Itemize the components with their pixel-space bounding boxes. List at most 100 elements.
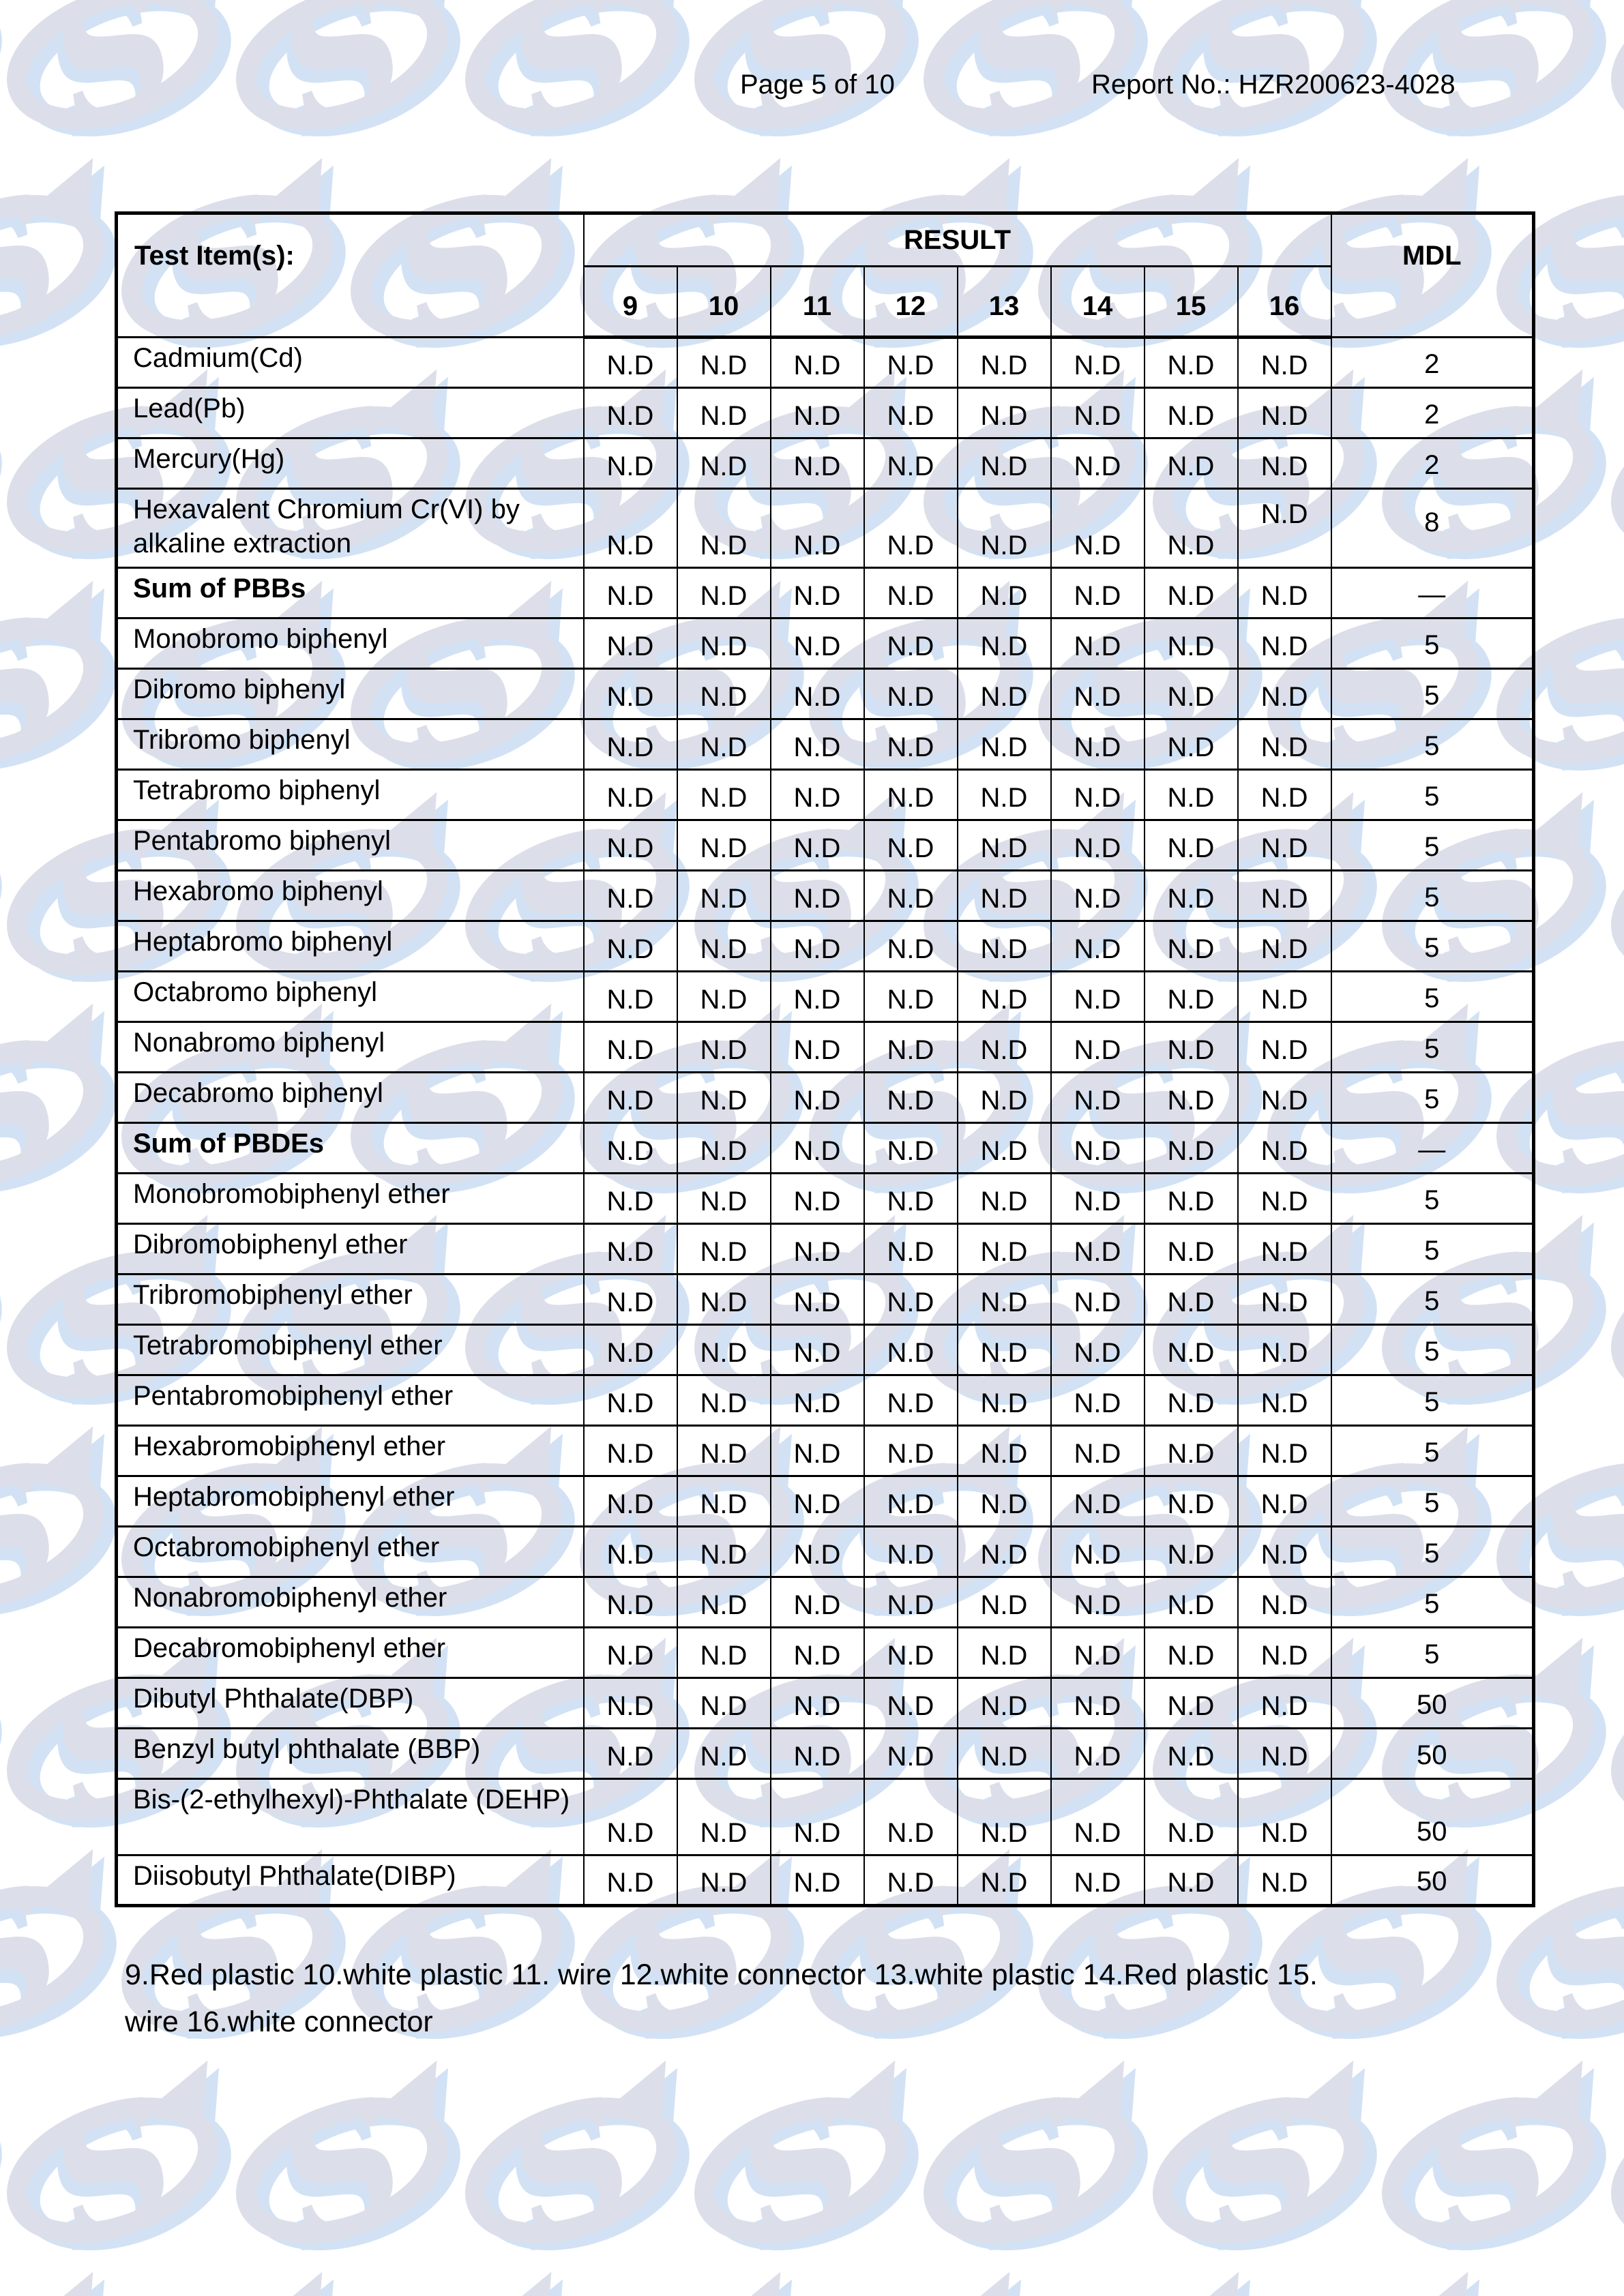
results-table-body: Cadmium(Cd) N.D N.D N.D N.D N.D N.D N.D N.D 2 Lead… [115,336,1535,1907]
footnote-line: wire 16.white connector [125,2005,433,2038]
result-cell: N.D [769,1374,865,1427]
sample-column-header: 12 [863,265,958,339]
mdl-cell: 5 [1330,1021,1535,1073]
result-cell: N.D [1050,970,1145,1023]
result-cell: N.D [1237,1425,1332,1477]
result-cell: N.D [863,819,958,871]
result-cell: N.D [956,1122,1052,1174]
result-cell: N.D [1143,668,1239,720]
table-row: Pentabromobiphenyl ether N.D N.D N.D N.D N.D N… [115,1374,1535,1427]
result-cell: N.D [1237,1273,1332,1326]
result-cell: N.D [769,336,865,389]
result-cell: N.D [956,970,1052,1023]
result-cell: N.D [676,567,771,619]
result-cell: N.D [1050,819,1145,871]
result-cell: N.D [1237,488,1332,569]
result-cell: N.D [1237,668,1332,720]
result-cell: N.D [1237,1677,1332,1729]
result-cell: N.D [1050,437,1145,490]
result-cell: N.D [769,387,865,439]
sample-column-header: 9 [582,265,678,339]
result-cell: N.D [1237,567,1332,619]
result-cell: N.D [1237,1576,1332,1628]
result-cell: N.D [769,1778,865,1856]
result-cell: N.D [863,1727,958,1780]
result-cell: N.D [769,1425,865,1477]
mdl-cell: 2 [1330,437,1535,490]
result-cell: N.D [582,1021,678,1073]
watermark-logo [0,342,46,613]
mdl-cell: 5 [1330,819,1535,871]
result-cell: N.D [1050,1374,1145,1427]
watermark-logo [1590,0,1624,190]
result-cell: N.D [863,387,958,439]
mdl-cell: 5 [1330,1525,1535,1578]
result-cell: N.D [582,1071,678,1124]
sample-column-header: 11 [769,265,865,339]
sample-column-header: 10 [676,265,771,339]
result-cell: N.D [676,1324,771,1376]
result-cell: N.D [676,1677,771,1729]
result-cell: N.D [1143,488,1239,569]
mdl-cell: 5 [1330,1223,1535,1275]
result-cell: N.D [769,1854,865,1907]
result-cell: N.D [676,488,771,569]
result-cell: N.D [863,1071,958,1124]
table-row: Tetrabromo biphenyl N.D N.D N.D N.D N.D N.D N.D… [115,769,1535,821]
result-cell: N.D [1237,336,1332,389]
table-row: Hexabromobiphenyl ether N.D N.D N.D N.D N.D N.… [115,1425,1535,1477]
table-row: Heptabromo biphenyl N.D N.D N.D N.D N.D N.D N.D… [115,920,1535,972]
watermark-logo [0,2033,46,2296]
result-cell: N.D [769,1223,865,1275]
result-cell: N.D [1143,336,1239,389]
result-cell: N.D [956,1576,1052,1628]
result-cell: N.D [956,1021,1052,1073]
result-cell: N.D [769,437,865,490]
test-item-label: Decabromo biphenyl [115,1071,585,1124]
result-cell: N.D [676,1475,771,1527]
result-cell: N.D [863,1021,958,1073]
result-cell: N.D [1050,1778,1145,1856]
watermark-logo [0,0,46,190]
result-cell: N.D [863,488,958,569]
mdl-cell: — [1330,1122,1535,1174]
result-cell: N.D [582,1273,678,1326]
result-cell: N.D [1143,1223,1239,1275]
result-cell: N.D [769,1525,865,1578]
result-cell: N.D [863,668,958,720]
result-cell: N.D [582,1223,678,1275]
result-cell: N.D [956,437,1052,490]
result-cell: N.D [676,1172,771,1225]
test-item-label: Dibromo biphenyl [115,668,585,720]
result-cell: N.D [1050,920,1145,972]
result-cell: N.D [1237,1223,1332,1275]
result-cell: N.D [1143,920,1239,972]
result-cell: N.D [676,1273,771,1326]
result-cell: N.D [1050,1425,1145,1477]
result-cell: N.D [956,567,1052,619]
result-cell: N.D [769,1727,865,1780]
result-cell: N.D [1143,617,1239,670]
watermark-logo [1590,1187,1624,1459]
watermark-logo [1361,2033,1624,2296]
test-item-label: Nonabromo biphenyl [115,1021,585,1073]
result-cell: N.D [1050,1677,1145,1729]
result-cell: N.D [582,1778,678,1856]
result-cell: N.D [676,1727,771,1780]
result-cell: N.D [863,1475,958,1527]
result-cell: N.D [582,819,678,871]
test-item-label: Tetrabromobiphenyl ether [115,1324,585,1376]
mdl-cell: 5 [1330,1273,1535,1326]
test-items-header: Test Item(s): [115,212,585,338]
result-cell: N.D [863,617,958,670]
result-cell: N.D [769,970,865,1023]
result-cell: N.D [676,819,771,871]
mdl-cell: 5 [1330,1324,1535,1376]
mdl-cell: 5 [1330,920,1535,972]
watermark-logo [100,2244,390,2296]
table-row: Tribromo biphenyl N.D N.D N.D N.D N.D N.D N.D N.… [115,718,1535,771]
mdl-cell: 5 [1330,718,1535,771]
test-item-label: Decabromobiphenyl ether [115,1626,585,1679]
result-cell: N.D [1050,668,1145,720]
result-cell: N.D [1237,1854,1332,1907]
